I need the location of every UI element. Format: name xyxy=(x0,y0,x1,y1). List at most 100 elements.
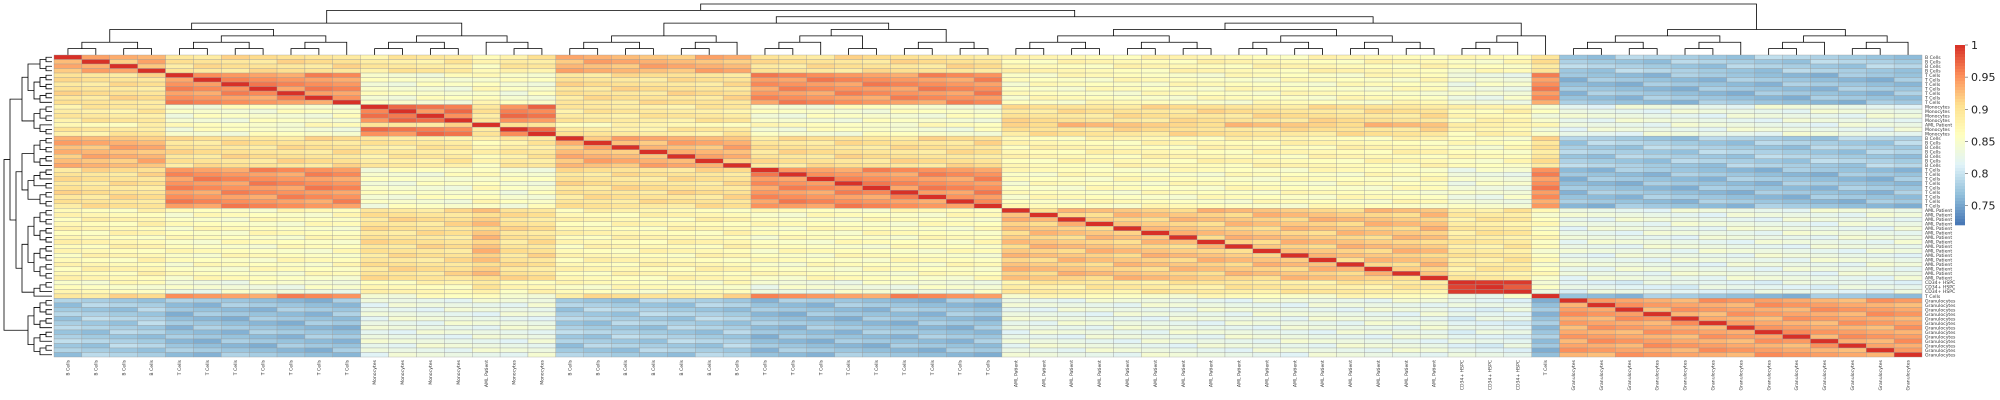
heatmap-cell xyxy=(1447,316,1477,322)
heatmap-cell xyxy=(1698,149,1728,155)
heatmap-cell xyxy=(555,284,584,290)
heatmap-cell xyxy=(918,122,947,128)
heatmap-cell xyxy=(360,59,389,65)
heatmap-cell xyxy=(1364,86,1393,92)
legend-gradient-step xyxy=(1955,189,1965,193)
heatmap-cell xyxy=(472,253,501,259)
heatmap-cell xyxy=(639,181,668,186)
heatmap-cell xyxy=(416,248,445,254)
heatmap-cell xyxy=(1670,153,1700,159)
heatmap-cell xyxy=(472,257,501,263)
heatmap-cell xyxy=(444,235,473,241)
heatmap-cell xyxy=(1754,275,1783,281)
heatmap-cell xyxy=(221,81,250,87)
heatmap-cell xyxy=(276,181,306,186)
legend-gradient-step xyxy=(1955,75,1965,79)
heatmap-cell xyxy=(806,217,835,222)
heatmap-cell xyxy=(193,90,222,96)
heatmap-cell xyxy=(1057,307,1086,313)
heatmap-cell xyxy=(276,343,306,349)
heatmap-cell xyxy=(778,167,807,173)
heatmap-cell xyxy=(1531,63,1560,69)
heatmap-cell xyxy=(1336,320,1365,326)
heatmap-cell xyxy=(1838,217,1867,222)
heatmap-cell xyxy=(639,239,668,245)
heatmap-cell xyxy=(1364,149,1393,155)
heatmap-cell xyxy=(1336,203,1365,209)
heatmap-cell xyxy=(1615,307,1644,313)
heatmap-cell xyxy=(248,59,278,65)
heatmap-cell xyxy=(1587,113,1616,119)
heatmap-cell xyxy=(53,167,83,173)
heatmap-cell xyxy=(388,59,417,65)
heatmap-cell xyxy=(750,262,780,268)
heatmap-cell xyxy=(1643,158,1672,164)
heatmap-cell xyxy=(1866,343,1895,349)
dendrogram-branch xyxy=(45,183,52,189)
heatmap-cell xyxy=(973,117,1003,123)
heatmap-cell xyxy=(1447,352,1477,358)
heatmap-cell xyxy=(778,199,807,204)
row-dendrogram xyxy=(3,56,52,356)
heatmap-cell xyxy=(221,289,250,295)
heatmap-cell xyxy=(53,257,83,263)
heatmap-cell xyxy=(806,271,835,277)
heatmap-cell xyxy=(1447,293,1477,299)
heatmap-cell xyxy=(1280,122,1309,128)
heatmap-cell xyxy=(611,212,640,218)
heatmap-cell xyxy=(555,63,584,69)
heatmap-cell xyxy=(332,307,361,313)
heatmap-cell xyxy=(1169,203,1198,209)
heatmap-cell xyxy=(639,203,668,209)
heatmap-cell xyxy=(1419,302,1449,308)
heatmap-cell xyxy=(1280,266,1309,272)
heatmap-cell xyxy=(444,113,473,119)
heatmap-cell xyxy=(1113,343,1142,349)
heatmap-cell xyxy=(1057,226,1086,231)
heatmap-cell xyxy=(1364,248,1393,254)
heatmap-cell xyxy=(1113,77,1142,83)
heatmap-cell xyxy=(1726,181,1755,186)
heatmap-cell xyxy=(137,316,166,322)
heatmap-cell xyxy=(1531,144,1560,150)
heatmap-cell xyxy=(193,108,222,114)
heatmap-cell xyxy=(1196,190,1226,195)
heatmap-cell xyxy=(1475,77,1504,83)
heatmap-cell xyxy=(1029,140,1058,146)
heatmap-cell xyxy=(1447,113,1477,119)
heatmap-cell xyxy=(1810,113,1839,119)
heatmap-cell xyxy=(1726,99,1755,105)
heatmap-cell xyxy=(583,280,612,286)
heatmap-cell xyxy=(1085,316,1114,322)
heatmap-cell xyxy=(1419,293,1449,299)
heatmap-cell xyxy=(1670,226,1700,231)
heatmap-cell xyxy=(165,248,194,254)
heatmap-cell xyxy=(1336,347,1365,353)
heatmap-cell xyxy=(695,59,724,65)
heatmap-cell xyxy=(1531,140,1560,146)
heatmap-cell xyxy=(1782,208,1811,213)
heatmap-cell xyxy=(1280,104,1309,110)
heatmap-cell xyxy=(1866,266,1895,272)
heatmap-cell xyxy=(834,135,863,141)
heatmap-cell xyxy=(81,104,110,110)
heatmap-cell xyxy=(1698,248,1728,254)
heatmap-cell xyxy=(806,72,835,78)
heatmap-cell xyxy=(1169,217,1198,222)
heatmap-cell xyxy=(165,302,194,308)
heatmap-cell xyxy=(1698,212,1728,218)
column-label: AML Patient xyxy=(1376,360,1382,387)
legend-gradient-step xyxy=(1955,126,1965,130)
heatmap-cell xyxy=(1252,316,1281,322)
heatmap-cell xyxy=(1280,289,1309,295)
heatmap-cell xyxy=(1419,325,1449,331)
heatmap-cell xyxy=(1336,262,1365,268)
heatmap-cell xyxy=(1392,99,1421,105)
heatmap-cell xyxy=(555,126,584,132)
heatmap-cell xyxy=(1447,68,1477,74)
heatmap-cell xyxy=(722,208,752,213)
heatmap-cell xyxy=(1643,257,1672,263)
heatmap-cell xyxy=(862,190,891,195)
heatmap-cell xyxy=(555,320,584,326)
heatmap-cell xyxy=(53,266,83,272)
